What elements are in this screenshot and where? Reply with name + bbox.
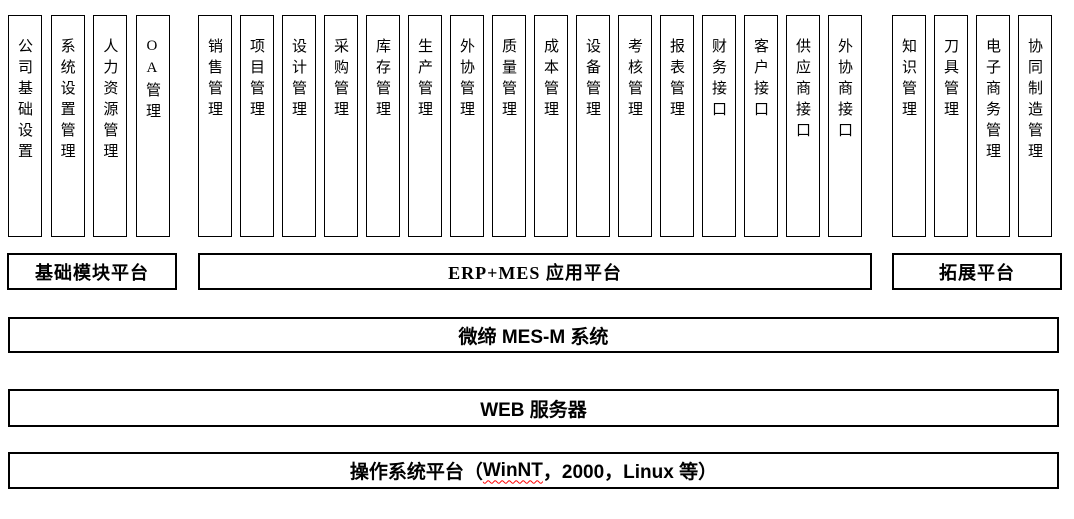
module-column: 客户接口 [744, 15, 778, 237]
module-column: 外协商接口 [828, 15, 862, 237]
module-column: OA管理 [135, 15, 170, 237]
os-platform-label-suffix: ，2000，Linux 等） [542, 462, 718, 483]
module-column: 知识管理 [892, 15, 926, 237]
module-column: 项目管理 [240, 15, 274, 237]
module-column: 财务接口 [702, 15, 736, 237]
module-column: 公司基础设置 [8, 15, 42, 237]
module-column: 采购管理 [324, 15, 358, 237]
os-platform-label-prefix: 操作系统平台（ [349, 462, 483, 483]
web-server-layer: WEB 服务器 [8, 389, 1059, 427]
spellcheck-underline: WinNT [482, 459, 543, 481]
os-platform-layer: 操作系统平台（ WinNT ，2000，Linux 等） [8, 452, 1059, 489]
module-column: 质量管理 [492, 15, 526, 237]
extension-module-group: 知识管理 刀具管理 电子商务管理 协同制造管理 [892, 15, 1052, 237]
extension-platform-bar: 拓展平台 [892, 253, 1062, 290]
module-column: 设计管理 [282, 15, 316, 237]
basic-platform-bar: 基础模块平台 [7, 253, 177, 290]
module-column: 销售管理 [198, 15, 232, 237]
erp-mes-module-group: 销售管理 项目管理 设计管理 采购管理 库存管理 生产管理 外协管理 质量管理 … [198, 15, 862, 237]
module-column: 报表管理 [660, 15, 694, 237]
module-column: 成本管理 [534, 15, 568, 237]
module-column: 系统设置管理 [50, 15, 85, 237]
basic-module-group: 公司基础设置 系统设置管理 人力资源管理 OA管理 [8, 15, 170, 237]
mes-system-layer: 微缔 MES-M 系统 [8, 317, 1059, 353]
module-column: 电子商务管理 [976, 15, 1010, 237]
module-column: 供应商接口 [786, 15, 820, 237]
module-column: 人力资源管理 [93, 15, 128, 237]
module-column: 协同制造管理 [1018, 15, 1052, 237]
module-column: 库存管理 [366, 15, 400, 237]
erp-mes-platform-bar: ERP+MES 应用平台 [198, 253, 872, 290]
module-column: 外协管理 [450, 15, 484, 237]
module-column: 考核管理 [618, 15, 652, 237]
module-column: 设备管理 [576, 15, 610, 237]
module-column: 刀具管理 [934, 15, 968, 237]
module-column: 生产管理 [408, 15, 442, 237]
